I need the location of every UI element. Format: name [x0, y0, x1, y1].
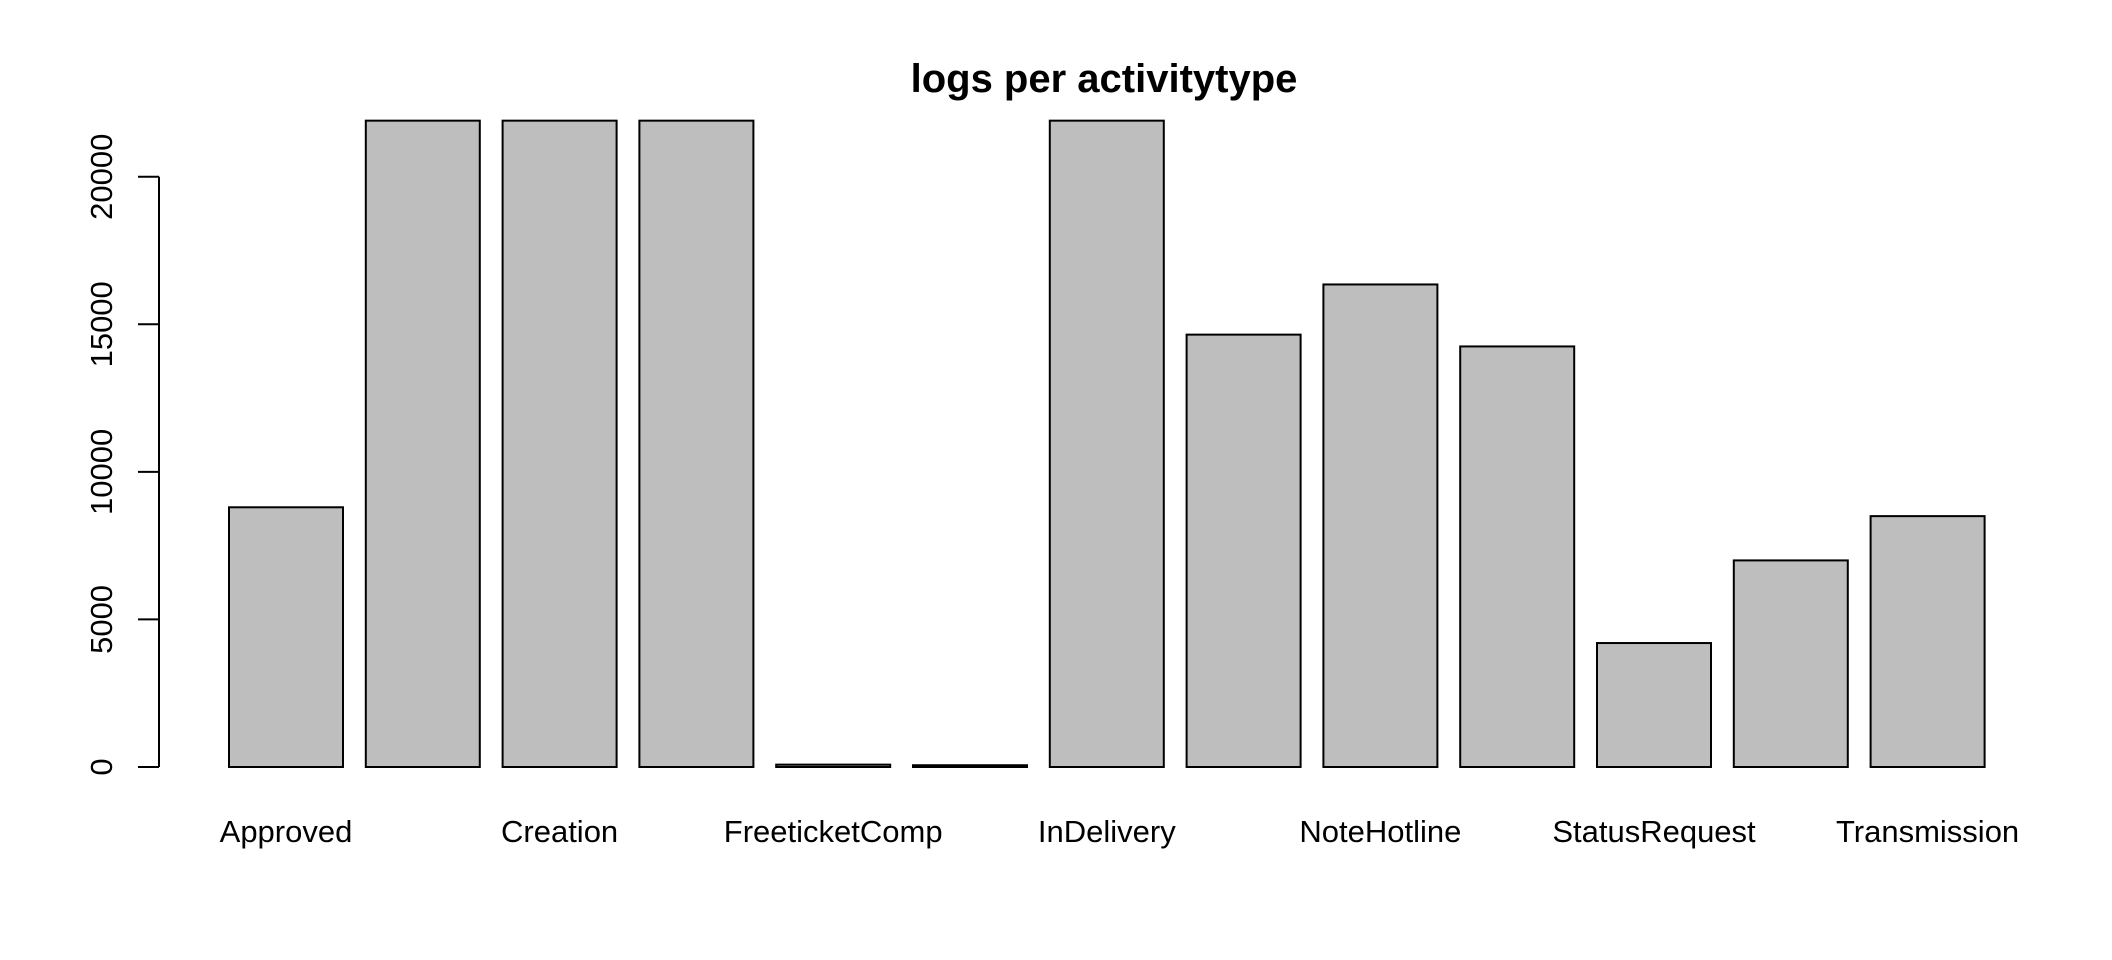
bar — [1732, 559, 1849, 769]
bar — [638, 119, 755, 768]
bar — [501, 119, 618, 768]
bar — [1185, 333, 1302, 768]
x-category-label: StatusRequest — [1552, 814, 1756, 849]
bars — [228, 119, 1986, 769]
chart-title: logs per activitytype — [911, 57, 1298, 101]
y-axis: 0 5000 10000 15000 20000 — [84, 134, 160, 776]
bar — [1869, 515, 1986, 768]
bar — [775, 763, 892, 768]
x-category-label: NoteHotline — [1299, 814, 1461, 849]
bar — [364, 119, 481, 768]
bar — [228, 506, 344, 768]
x-category-label: Creation — [501, 814, 618, 849]
x-category-label: InDelivery — [1038, 814, 1176, 849]
y-tick-label: 20000 — [84, 134, 119, 220]
bar — [912, 764, 1028, 768]
x-category-label: Approved — [220, 814, 353, 849]
x-axis-labels: Approved Creation FreeticketComp InDelivery… — [220, 814, 2020, 849]
y-tick-label: 15000 — [84, 281, 119, 367]
bar — [1459, 345, 1576, 768]
bar — [1596, 642, 1712, 768]
x-category-label: Transmission — [1836, 814, 2019, 849]
y-tick-label: 5000 — [84, 585, 119, 654]
bar — [1322, 283, 1439, 768]
y-tick-label: 10000 — [84, 429, 119, 515]
x-category-label: FreeticketComp — [724, 814, 943, 849]
bar — [1048, 119, 1165, 768]
y-tick-label: 0 — [84, 758, 119, 775]
